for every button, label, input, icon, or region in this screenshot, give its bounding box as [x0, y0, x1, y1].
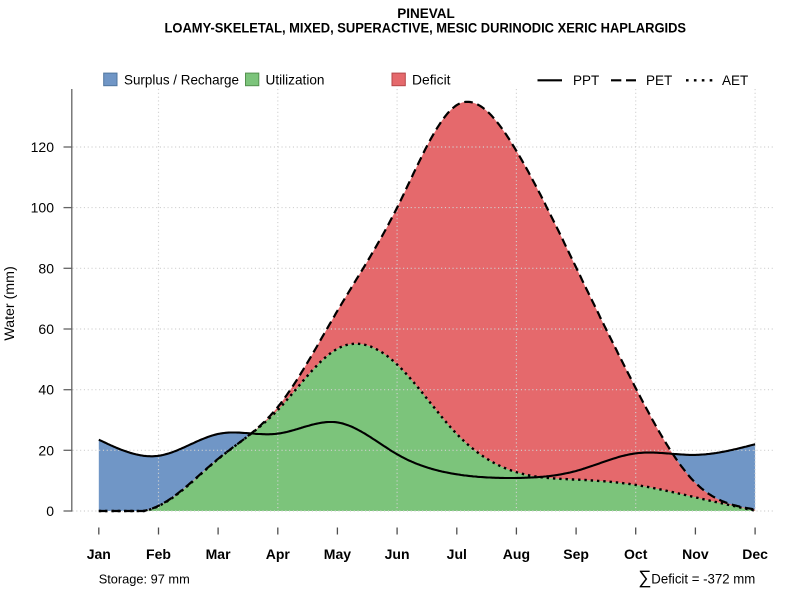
svg-text:Mar: Mar [206, 546, 231, 562]
svg-text:Surplus / Recharge: Surplus / Recharge [124, 72, 239, 88]
svg-text:Dec: Dec [742, 546, 768, 562]
svg-text:May: May [324, 546, 351, 562]
svg-text:LOAMY-SKELETAL, MIXED, SUPERAC: LOAMY-SKELETAL, MIXED, SUPERACTIVE, MESI… [165, 20, 687, 35]
svg-text:Aug: Aug [503, 546, 530, 562]
svg-text:PET: PET [646, 73, 672, 88]
svg-text:PPT: PPT [573, 73, 599, 88]
svg-text:Deficit = -372 mm: Deficit = -372 mm [651, 572, 755, 587]
svg-text:PINEVAL: PINEVAL [397, 6, 455, 21]
svg-text:120: 120 [31, 139, 55, 155]
svg-text:40: 40 [38, 382, 54, 398]
svg-text:∑: ∑ [638, 567, 651, 588]
svg-text:Jan: Jan [87, 546, 111, 562]
svg-text:Apr: Apr [266, 546, 291, 562]
svg-text:Sep: Sep [563, 546, 589, 562]
svg-text:Storage: 97 mm: Storage: 97 mm [99, 572, 190, 587]
svg-text:Jun: Jun [385, 546, 410, 562]
svg-text:Water (mm): Water (mm) [2, 266, 18, 340]
svg-text:Deficit: Deficit [412, 72, 451, 88]
svg-text:Utilization: Utilization [266, 72, 325, 88]
svg-text:100: 100 [31, 200, 55, 216]
svg-text:Nov: Nov [682, 546, 709, 562]
svg-text:80: 80 [38, 260, 54, 276]
svg-text:AET: AET [722, 73, 748, 88]
svg-text:Feb: Feb [146, 546, 171, 562]
svg-text:0: 0 [46, 503, 54, 519]
svg-text:60: 60 [38, 321, 54, 337]
svg-text:Jul: Jul [447, 546, 467, 562]
svg-text:Oct: Oct [624, 546, 648, 562]
svg-text:20: 20 [38, 442, 54, 458]
